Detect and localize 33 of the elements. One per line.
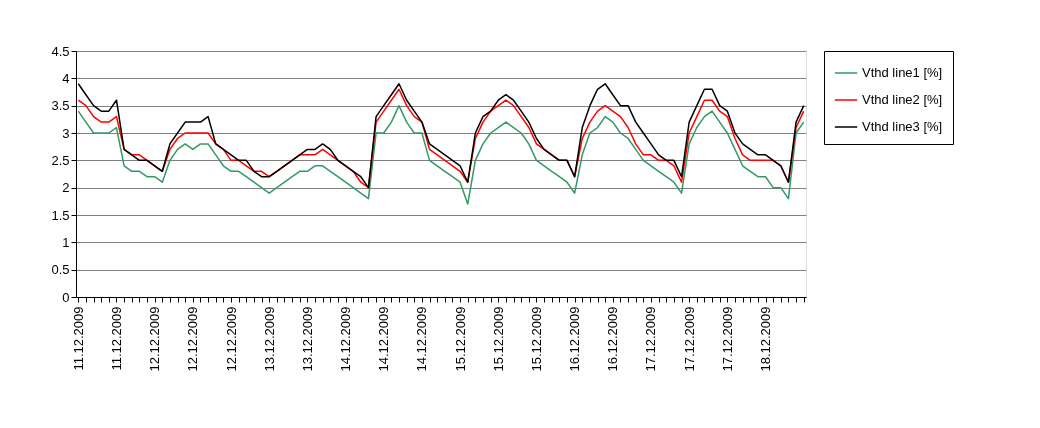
x-tick-label: 12.12.2009 (185, 306, 201, 372)
y-tick-label: 4.5 (51, 43, 70, 59)
x-tick-label: 17.12.2009 (719, 306, 735, 372)
x-tick-label: 11.12.2009 (108, 306, 124, 371)
x-tick-label: 13.12.2009 (299, 306, 315, 372)
x-tick-label: 14.12.2009 (338, 306, 354, 372)
line-series (77, 104, 805, 205)
x-tick-label: 15.12.2009 (528, 306, 544, 372)
x-tick-label: 16.12.2009 (567, 306, 583, 372)
y-tick-label: 1.5 (51, 207, 70, 223)
x-tick-label: 18.12.2009 (758, 306, 774, 372)
x-tick-label: 14.12.2009 (376, 306, 392, 372)
y-tick-label: 1 (62, 234, 70, 250)
y-tick-label: 3 (62, 125, 70, 141)
y-tick-label: 3.5 (51, 98, 70, 114)
y-tick-label: 2.5 (51, 152, 70, 168)
legend-label: Vthd line1 [%] (862, 65, 943, 80)
x-tick-label: 16.12.2009 (605, 306, 621, 372)
x-tick-label: 11.12.2009 (70, 306, 86, 371)
x-tick-label: 15.12.2009 (452, 306, 468, 372)
legend-label: Vthd line3 [%] (862, 119, 943, 134)
x-tick-label: 15.12.2009 (490, 306, 506, 372)
x-tick-label: 14.12.2009 (414, 306, 430, 372)
y-tick-label: 0 (62, 289, 70, 305)
x-tick-label: 17.12.2009 (643, 306, 659, 372)
x-tick-label: 13.12.2009 (261, 306, 277, 372)
y-tick-label: 2 (62, 180, 70, 196)
y-tick-label: 4 (62, 70, 70, 86)
y-tick-label: 0.5 (51, 262, 70, 278)
x-tick-label: 12.12.2009 (147, 306, 163, 372)
x-tick-label: 17.12.2009 (681, 306, 697, 372)
legend-label: Vthd line2 [%] (862, 92, 943, 107)
x-tick-label: 12.12.2009 (223, 306, 239, 372)
